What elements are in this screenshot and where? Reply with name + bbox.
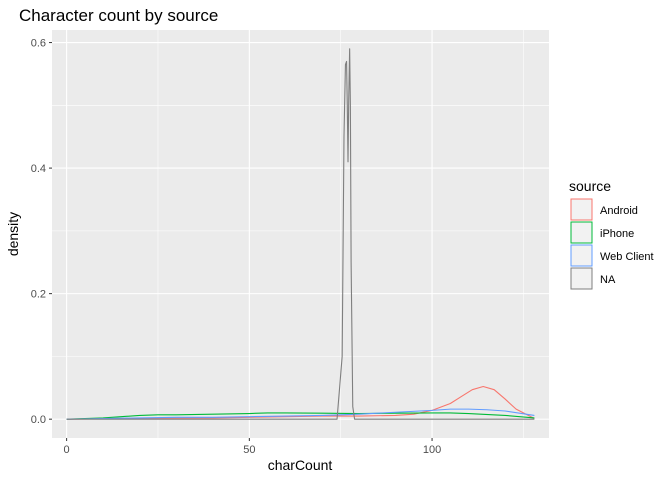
legend-label: Android <box>600 205 638 217</box>
plot-panel <box>52 30 549 438</box>
legend: source Android iPhone Web Client NA <box>569 178 654 290</box>
x-axis-label: charCount <box>268 457 333 473</box>
density-curves <box>66 48 535 420</box>
series-line-web-client <box>66 408 535 420</box>
legend-label: iPhone <box>600 228 634 240</box>
y-axis-tick-labels: 0.0 0.2 0.4 0.6 <box>31 38 46 427</box>
y-tick-label: 0.2 <box>31 289 46 301</box>
legend-key-android <box>570 198 593 221</box>
legend-label: Web Client <box>600 251 654 263</box>
legend-title: source <box>569 178 611 194</box>
series-line-android <box>66 385 535 420</box>
y-tick-label: 0.0 <box>31 414 46 426</box>
x-axis-tick-labels: 0 50 100 <box>64 444 442 456</box>
series-line-iphone <box>66 412 535 420</box>
legend-key-iphone <box>570 221 593 244</box>
y-tick-label: 0.4 <box>31 163 46 175</box>
x-tick-label: 0 <box>64 444 70 456</box>
legend-key-na <box>570 267 593 290</box>
y-axis-label: density <box>5 212 21 256</box>
minor-gridlines <box>52 30 549 438</box>
legend-label: NA <box>600 274 616 286</box>
legend-items: Android iPhone Web Client NA <box>570 198 654 290</box>
x-tick-label: 50 <box>243 444 255 456</box>
axis-ticks <box>49 42 433 441</box>
y-tick-label: 0.6 <box>31 38 46 50</box>
x-tick-label: 100 <box>423 444 441 456</box>
chart-title: Character count by source <box>19 6 218 25</box>
legend-key-web-client <box>570 244 593 267</box>
series-line-na <box>66 48 535 420</box>
